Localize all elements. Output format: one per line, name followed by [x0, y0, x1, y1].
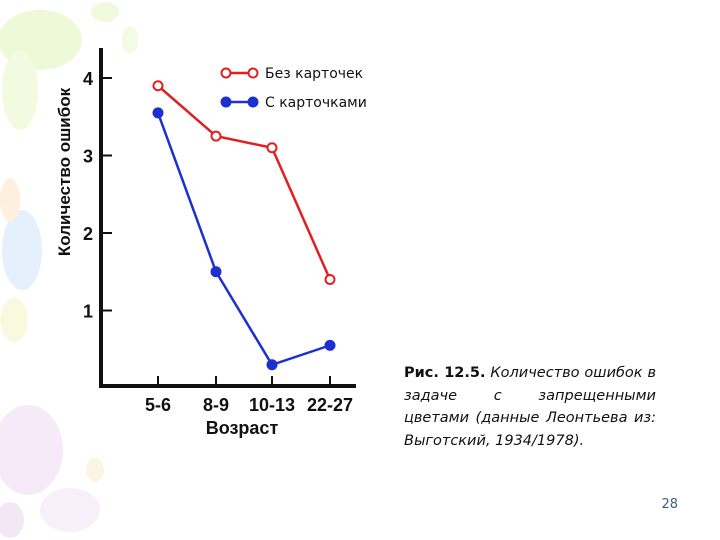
legend-label-2: С карточками — [265, 95, 367, 111]
figure-caption-text: Количество ошибок в задаче с запрещенным… — [404, 365, 656, 449]
data-point-series-1 — [210, 130, 222, 142]
data-point-series-2 — [210, 266, 222, 278]
data-point-series-1 — [266, 142, 278, 154]
decorative-leaf-shapes — [0, 2, 138, 538]
page-number: 28 — [661, 497, 678, 512]
figure-caption-label: Рис. 12.5. — [404, 365, 486, 381]
y-tick-label: 2 — [83, 224, 93, 244]
x-tick-label: 10-13 — [249, 395, 295, 415]
data-point-series-1 — [152, 80, 164, 92]
series-line-1 — [157, 84, 332, 281]
x-tick-label: 5-6 — [145, 395, 171, 415]
legend-marker-1 — [220, 67, 232, 79]
legend-marker-1 — [247, 67, 259, 79]
y-axis-label: Количество ошибок — [55, 87, 74, 256]
legend-label-1: Без карточек — [265, 66, 363, 82]
x-axis-label: Возраст — [206, 418, 279, 438]
y-tick-label: 4 — [83, 69, 93, 89]
series-line-2 — [156, 112, 331, 367]
y-tick-label: 3 — [83, 147, 93, 167]
data-point-series-2 — [324, 339, 336, 351]
data-point-series-1 — [324, 274, 336, 285]
x-tick-label: 22-27 — [307, 395, 353, 415]
legend-marker-2 — [247, 96, 259, 108]
figure-caption: Рис. 12.5. Количество ошибок в задаче с … — [404, 362, 656, 452]
x-tick-label: 8-9 — [203, 395, 229, 415]
y-tick-label: 1 — [83, 302, 93, 322]
data-point-series-2 — [152, 107, 164, 119]
legend-marker-2 — [220, 96, 232, 108]
data-point-series-2 — [266, 359, 278, 371]
